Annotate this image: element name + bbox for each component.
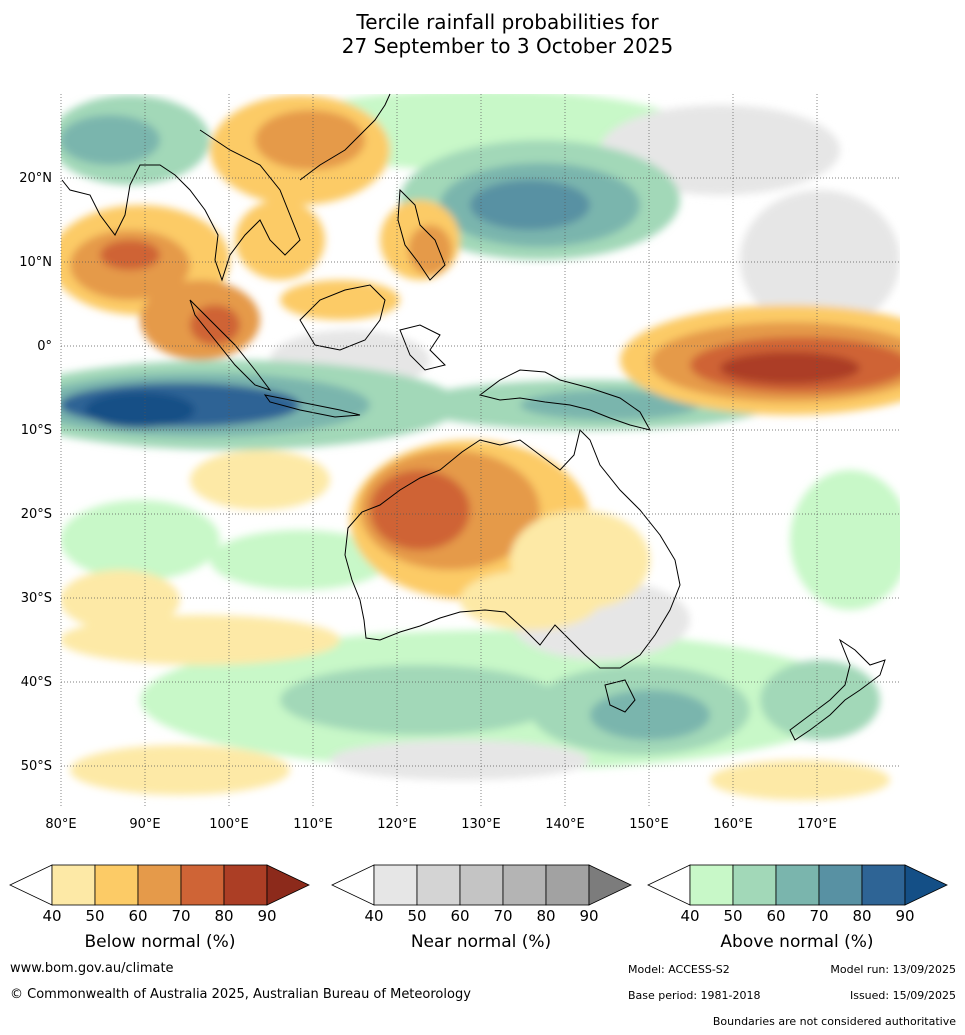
colorbar-segment <box>223 864 268 906</box>
lon-label: 130°E <box>461 817 501 832</box>
lat-label: 40°S <box>21 675 52 690</box>
lon-label: 140°E <box>545 817 585 832</box>
disclaimer-text: Boundaries are not considered authoritat… <box>712 1015 956 1028</box>
colorbar-segment <box>94 864 139 906</box>
model-text: Model: ACCESS-S2 <box>628 963 730 976</box>
title-line-2: 27 September to 3 October 2025 <box>341 34 674 58</box>
colorbar-segment <box>459 864 504 906</box>
colorbar-tick-label: 70 <box>809 907 828 925</box>
australia-coast <box>344 429 681 669</box>
colorbar-title-above: Above normal (%) <box>720 932 874 952</box>
colorbar-extend-high <box>266 864 310 906</box>
longitude-labels: 80°E 90°E 100°E 110°E 120°E 130°E 140°E … <box>45 817 836 832</box>
colorbar-segment <box>137 864 182 906</box>
sulawesi-coast <box>399 324 446 371</box>
colorbar-extend-low <box>9 864 53 906</box>
colorbar-segment <box>861 864 906 906</box>
copyright-text: © Commonwealth of Australia 2025, Austra… <box>10 987 471 1002</box>
lon-label: 80°E <box>45 817 76 832</box>
colorbar-tick-label: 80 <box>214 907 233 925</box>
colorbar-extend-low <box>331 864 375 906</box>
colorbar-tick-label: 90 <box>257 907 276 925</box>
lat-label: 20°N <box>19 171 52 186</box>
coastlines <box>61 93 886 741</box>
colorbar-tick-label: 80 <box>852 907 871 925</box>
colorbar-segment <box>502 864 547 906</box>
colorbar-tick-label: 50 <box>407 907 426 925</box>
colorbar-above: 40 50 60 70 80 90 <box>647 864 948 925</box>
colorbar-extend-high <box>588 864 632 906</box>
lat-label: 0° <box>37 339 52 354</box>
lon-label: 110°E <box>293 817 333 832</box>
lat-label: 10°N <box>19 255 52 270</box>
colorbar-near: 40 50 60 70 80 90 <box>331 864 632 925</box>
java-coast <box>263 394 361 418</box>
colorbar-segment <box>416 864 461 906</box>
colorbar-segment <box>180 864 225 906</box>
lon-label: 170°E <box>797 817 837 832</box>
tasmania-coast <box>604 679 636 713</box>
colorbar-tick-label: 40 <box>680 907 699 925</box>
lon-label: 120°E <box>377 817 417 832</box>
colorbar-tick-label: 60 <box>450 907 469 925</box>
lat-label: 20°S <box>21 507 52 522</box>
lat-label: 10°S <box>21 423 52 438</box>
colorbar-tick-label: 40 <box>364 907 383 925</box>
colorbar-title-near: Near normal (%) <box>410 932 552 952</box>
title-line-1: Tercile rainfall probabilities for <box>356 10 659 34</box>
latitude-labels: 20°N 10°N 0° 10°S 20°S 30°S 40°S 50°S <box>19 171 52 774</box>
colorbar-title-below: Below normal (%) <box>84 932 236 952</box>
colorbar-below: 40 50 60 70 80 90 <box>9 864 310 925</box>
colorbar-segment <box>775 864 820 906</box>
lon-label: 160°E <box>713 817 753 832</box>
colorbar-tick-label: 70 <box>171 907 190 925</box>
asia-coast <box>61 93 391 282</box>
lat-label: 30°S <box>21 591 52 606</box>
model-run-text: Model run: 13/09/2025 <box>830 963 956 976</box>
lon-label: 90°E <box>129 817 160 832</box>
colorbar-tick-label: 70 <box>493 907 512 925</box>
philippines-coast <box>397 188 446 281</box>
new-zealand-coast <box>789 638 886 741</box>
colorbar-tick-label: 60 <box>766 907 785 925</box>
borneo-coast <box>299 284 386 351</box>
colorbar-segment <box>545 864 590 906</box>
colorbar-tick-label: 90 <box>579 907 598 925</box>
issued-text: Issued: 15/09/2025 <box>849 989 956 1002</box>
colorbar-extend-low <box>647 864 691 906</box>
colorbar-segment <box>51 864 96 906</box>
colorbar-segment <box>689 864 734 906</box>
colorbar-tick-label: 80 <box>536 907 555 925</box>
lat-label: 50°S <box>21 759 52 774</box>
website-link[interactable]: www.bom.gov.au/climate <box>10 961 174 976</box>
lon-label: 150°E <box>629 817 669 832</box>
colorbar-tick-label: 50 <box>723 907 742 925</box>
colorbar-tick-label: 60 <box>128 907 147 925</box>
lon-label: 100°E <box>209 817 249 832</box>
gridlines <box>60 94 900 807</box>
colorbar-tick-label: 40 <box>42 907 61 925</box>
map-title: Tercile rainfall probabilities for 27 Se… <box>0 10 965 58</box>
probability-field <box>61 94 900 807</box>
colorbars: 40 50 60 70 80 90 40 50 60 70 80 90 40 50 60 70 80 90 <box>9 864 948 925</box>
sumatra-coast <box>189 299 272 391</box>
colorbar-extend-high <box>904 864 948 906</box>
colorbar-tick-label: 90 <box>895 907 914 925</box>
base-period-text: Base period: 1981-2018 <box>628 989 761 1002</box>
colorbar-segment <box>373 864 418 906</box>
colorbar-segment <box>732 864 777 906</box>
colorbar-segment <box>818 864 863 906</box>
colorbar-tick-label: 50 <box>85 907 104 925</box>
